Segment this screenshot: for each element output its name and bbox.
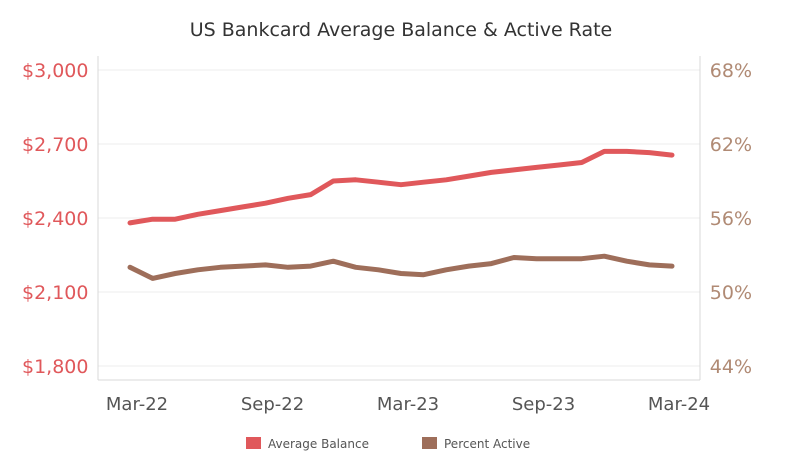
x-axis-tick-label: Sep-23 [512, 394, 575, 415]
right-axis-tick-label: 50% [710, 282, 752, 304]
gridlines [98, 69, 700, 367]
left-axis-tick-label: $3,000 [22, 60, 88, 82]
series-line-percent-active [127, 253, 675, 281]
legend-label: Average Balance [268, 437, 369, 451]
legend-item: Average Balance [246, 437, 369, 451]
left-axis-tick-label: $2,100 [22, 282, 88, 304]
x-axis-tick-label: Mar-22 [106, 394, 168, 415]
x-axis-tick-label: Sep-22 [241, 394, 304, 415]
right-axis-tick-label: 56% [710, 208, 752, 230]
x-axis-tick-label: Mar-23 [377, 394, 439, 415]
x-axis-tick-label: Mar-24 [648, 394, 710, 415]
right-axis-tick-label: 62% [710, 134, 752, 156]
series-layer [127, 148, 675, 281]
axes [97, 56, 701, 381]
legend-swatch [422, 437, 437, 449]
left-axis-ticks: $3,000 $2,700 $2,400 $2,100 $1,800 [22, 60, 88, 378]
left-axis-tick-label: $2,700 [22, 134, 88, 156]
left-axis-tick-label: $1,800 [22, 356, 88, 378]
series-line-average-balance [127, 148, 675, 226]
right-axis-tick-label: 44% [710, 356, 752, 378]
x-axis-ticks: Mar-22 Sep-22 Mar-23 Sep-23 Mar-24 [106, 394, 710, 415]
chart-title: US Bankcard Average Balance & Active Rat… [190, 19, 613, 41]
left-axis-tick-label: $2,400 [22, 208, 88, 230]
right-axis-tick-label: 68% [710, 60, 752, 82]
legend-label: Percent Active [444, 437, 530, 451]
legend-item: Percent Active [422, 437, 530, 451]
right-axis-ticks: 68% 62% 56% 50% 44% [710, 60, 752, 378]
legend: Average Balance Percent Active [246, 437, 530, 451]
legend-swatch [246, 437, 261, 449]
